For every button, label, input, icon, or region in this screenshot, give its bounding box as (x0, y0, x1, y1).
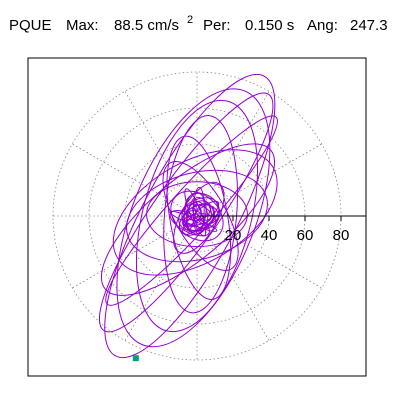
orbit-traces (98, 73, 278, 359)
radial-ticks: 20 40 60 80 (225, 216, 350, 244)
grid-spoke-300 (205, 231, 270, 341)
plot-frame (27, 57, 367, 377)
station-code: PQUE (9, 17, 52, 34)
orbit-trace-6 (163, 115, 238, 314)
tick-label-1: 40 (261, 227, 278, 244)
orbit-trace-11 (146, 181, 248, 248)
tick-label-3: 80 (333, 227, 350, 244)
center-loop-14 (169, 210, 218, 232)
tick-label-0: 20 (225, 227, 242, 244)
grid-spoke-120 (124, 91, 189, 201)
tick-label-2: 60 (297, 227, 314, 244)
grid-spoke-330 (212, 224, 322, 289)
max-unit-exponent: 2 (187, 14, 194, 26)
center-loop-16 (181, 203, 202, 225)
period-value: 0.150 s (245, 17, 295, 34)
grid-spoke-150 (72, 143, 182, 208)
orbit-trace-9 (126, 169, 268, 263)
chart-header: PQUE Max: 88.5 cm/s 2 Per: 0.150 s Ang: … (0, 14, 400, 38)
orbit-trace-5 (100, 143, 276, 296)
period-label: Per: (203, 17, 231, 34)
max-label: Max: (66, 17, 99, 34)
grid-spoke-30 (212, 143, 322, 208)
peak-marker (132, 355, 139, 362)
orbit-trace-7 (112, 149, 278, 276)
center-loop-12 (183, 192, 207, 233)
center-loop-17 (192, 186, 205, 235)
angle-label: Ang: (307, 17, 338, 34)
angle-value: 247.3 (350, 17, 388, 34)
grid-spoke-240 (124, 231, 189, 341)
orbit-trace-4 (135, 99, 259, 333)
max-value: 88.5 cm/s (114, 17, 180, 34)
